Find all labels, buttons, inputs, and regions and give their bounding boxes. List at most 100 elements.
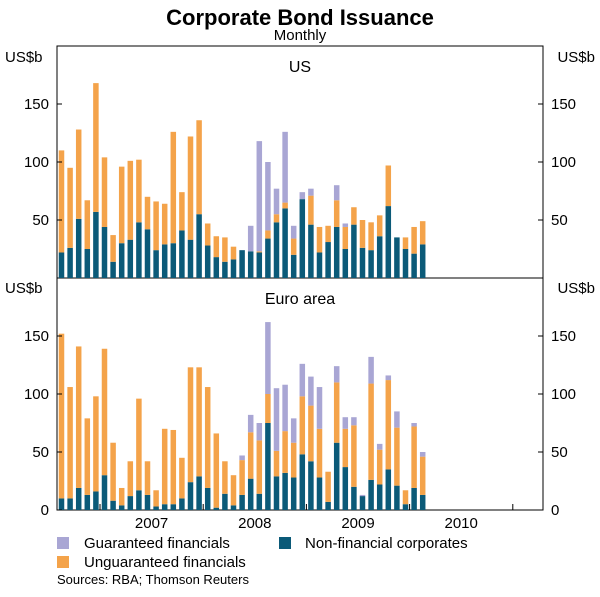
bar-nonfinancial [290, 477, 297, 510]
bar-nonfinancial [333, 226, 340, 278]
bar-nonfinancial [376, 236, 383, 278]
bar-unguaranteed [127, 160, 134, 240]
bar-guaranteed [265, 162, 271, 231]
bar-unguaranteed [316, 226, 323, 253]
bar-nonfinancial [93, 211, 99, 278]
bar-nonfinancial [308, 461, 314, 510]
bar-guaranteed [316, 387, 323, 429]
bar-nonfinancial [282, 472, 288, 510]
bar-unguaranteed [196, 367, 202, 477]
bar-nonfinancial [144, 494, 151, 510]
y-tick-label-left: 0 [41, 502, 49, 519]
panel-title-us: US [289, 59, 311, 76]
unit-label-top-left: US$b [5, 49, 43, 66]
bar-nonfinancial [394, 237, 400, 278]
bar-unguaranteed [273, 450, 280, 477]
bar-unguaranteed [230, 246, 237, 260]
bar-unguaranteed [308, 405, 314, 462]
bar-guaranteed [239, 455, 245, 461]
bar-nonfinancial [273, 222, 280, 278]
bar-unguaranteed [204, 387, 211, 488]
bar-nonfinancial [239, 250, 245, 278]
bar-unguaranteed [144, 196, 151, 230]
bar-nonfinancial [136, 222, 142, 278]
bar-nonfinancial [110, 500, 116, 510]
unit-label-bottom-right: US$b [557, 280, 595, 297]
bar-unguaranteed [213, 236, 220, 258]
bar-nonfinancial [127, 239, 134, 278]
bar-unguaranteed [196, 120, 202, 215]
bar-guaranteed [359, 494, 366, 497]
bar-guaranteed [265, 322, 271, 394]
bar-unguaranteed [187, 136, 194, 240]
unit-label-top-right: US$b [557, 49, 595, 66]
bar-nonfinancial [204, 245, 211, 278]
bar-unguaranteed [394, 427, 400, 486]
bar-unguaranteed [118, 166, 125, 244]
x-tick-label: 2007 [135, 515, 168, 532]
bar-unguaranteed [282, 202, 288, 209]
bar-nonfinancial [161, 504, 168, 510]
bar-unguaranteed [153, 201, 159, 251]
bar-nonfinancial [265, 238, 271, 278]
bar-nonfinancial [213, 257, 220, 278]
bar-unguaranteed [179, 192, 185, 231]
bar-guaranteed [247, 414, 254, 433]
bar-nonfinancial [385, 206, 392, 278]
chart-subtitle: Monthly [274, 27, 327, 44]
bar-unguaranteed [58, 150, 65, 253]
bar-guaranteed [411, 423, 417, 427]
bar-nonfinancial [411, 253, 417, 278]
bar-unguaranteed [419, 221, 426, 245]
bar-unguaranteed [376, 449, 383, 485]
source-note: Sources: RBA; Thomson Reuters [57, 572, 249, 587]
bar-unguaranteed [153, 490, 159, 507]
bar-nonfinancial [75, 218, 82, 278]
bar-guaranteed [282, 384, 288, 432]
bar-nonfinancial [394, 485, 400, 510]
bar-unguaranteed [136, 398, 142, 491]
bar-unguaranteed [93, 396, 99, 492]
bar-nonfinancial [84, 249, 91, 278]
bar-unguaranteed [161, 428, 168, 505]
y-tick-label-right: 150 [551, 96, 576, 113]
bar-nonfinancial [187, 239, 194, 278]
bar-unguaranteed [67, 167, 73, 248]
x-tick-label: 2008 [238, 515, 271, 532]
bar-nonfinancial [316, 477, 323, 510]
bar-unguaranteed [161, 203, 168, 245]
bar-unguaranteed [222, 237, 228, 262]
bar-nonfinancial [170, 243, 177, 278]
bar-nonfinancial [187, 482, 194, 510]
bar-nonfinancial [58, 252, 65, 278]
bar-nonfinancial [385, 469, 392, 510]
bar-unguaranteed [110, 442, 116, 501]
y-tick-label-right: 100 [551, 154, 576, 171]
bar-unguaranteed [325, 471, 331, 502]
bar-unguaranteed [351, 207, 357, 225]
bar-unguaranteed [93, 83, 99, 212]
bar-nonfinancial [359, 496, 366, 510]
y-tick-label-right: 150 [551, 328, 576, 345]
bar-unguaranteed [58, 333, 65, 499]
bar-nonfinancial [325, 501, 331, 510]
bar-guaranteed [273, 388, 280, 451]
bar-nonfinancial [127, 496, 134, 510]
bar-unguaranteed [127, 461, 134, 497]
bar-nonfinancial [179, 230, 185, 278]
panel-title-euro: Euro area [265, 291, 335, 308]
bar-unguaranteed [75, 346, 82, 488]
bar-guaranteed [351, 417, 357, 426]
y-tick-label-right: 50 [551, 444, 568, 461]
bar-nonfinancial [101, 475, 108, 510]
y-tick-label-left: 100 [24, 386, 49, 403]
bar-nonfinancial [419, 244, 426, 278]
bar-unguaranteed [204, 223, 211, 246]
bar-unguaranteed [170, 429, 177, 505]
bar-nonfinancial [351, 224, 357, 278]
bar-unguaranteed [376, 215, 383, 237]
y-tick-label-right: 100 [551, 386, 576, 403]
bar-unguaranteed [308, 195, 314, 225]
bar-unguaranteed [316, 428, 323, 478]
legend-swatch-unguaranteed [57, 556, 69, 568]
